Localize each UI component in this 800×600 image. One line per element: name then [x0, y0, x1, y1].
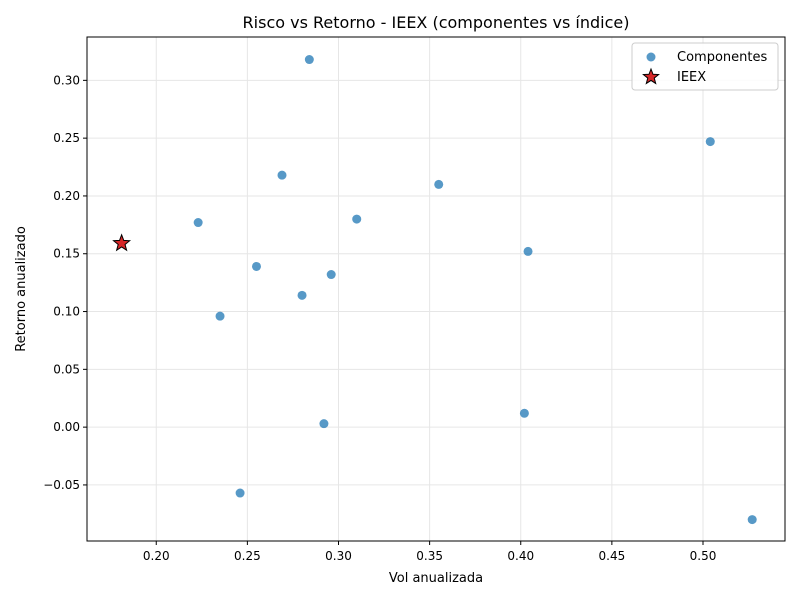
- x-tick-label: 0.45: [599, 549, 626, 563]
- legend-circle-marker: [646, 52, 656, 62]
- y-axis-ticks: −0.05 0.00 0.05 0.10 0.15 0.20 0.25 0.30: [43, 73, 87, 492]
- y-tick-label: −0.05: [43, 478, 80, 492]
- legend: Componentes IEEX: [631, 42, 779, 91]
- x-tick-label: 0.40: [507, 549, 534, 563]
- x-axis-ticks: 0.20 0.25 0.30 0.35 0.40 0.45 0.50: [143, 541, 716, 563]
- x-axis-label: Vol anualizada: [389, 571, 483, 586]
- grid-lines: [87, 37, 785, 541]
- component-point: [193, 218, 203, 228]
- component-point: [297, 290, 307, 300]
- x-tick-label: 0.25: [234, 549, 261, 563]
- y-tick-label: 0.25: [53, 131, 80, 145]
- y-tick-label: 0.20: [53, 189, 80, 203]
- component-point: [747, 515, 757, 525]
- legend-star-marker: [642, 67, 660, 85]
- y-tick-label: 0.00: [53, 420, 80, 434]
- index-point-star: [112, 233, 132, 252]
- y-tick-label: 0.30: [53, 73, 80, 87]
- x-tick-label: 0.30: [325, 549, 352, 563]
- data-points: [112, 55, 757, 525]
- y-tick-label: 0.05: [53, 362, 80, 376]
- component-point: [304, 55, 314, 65]
- y-tick-label: 0.15: [53, 247, 80, 261]
- component-point: [215, 311, 225, 321]
- component-point: [277, 170, 287, 180]
- component-point: [251, 261, 261, 271]
- x-tick-label: 0.35: [416, 549, 443, 563]
- component-point: [352, 214, 362, 224]
- chart-title: Risco vs Retorno - IEEX (componentes vs …: [243, 13, 630, 32]
- component-point: [523, 246, 533, 256]
- y-axis-label: Retorno anualizado: [14, 226, 29, 352]
- component-point: [326, 270, 336, 280]
- y-tick-label: 0.10: [53, 305, 80, 319]
- plot-frame: [86, 36, 786, 542]
- component-point: [235, 488, 245, 498]
- x-tick-label: 0.50: [690, 549, 717, 563]
- legend-label-componentes: Componentes: [677, 50, 767, 65]
- legend-label-ieex: IEEX: [677, 70, 706, 85]
- legend-box: [631, 42, 779, 91]
- component-point: [519, 408, 529, 418]
- component-point: [434, 179, 444, 189]
- component-point: [319, 419, 329, 429]
- x-tick-label: 0.20: [143, 549, 170, 563]
- component-point: [705, 137, 715, 147]
